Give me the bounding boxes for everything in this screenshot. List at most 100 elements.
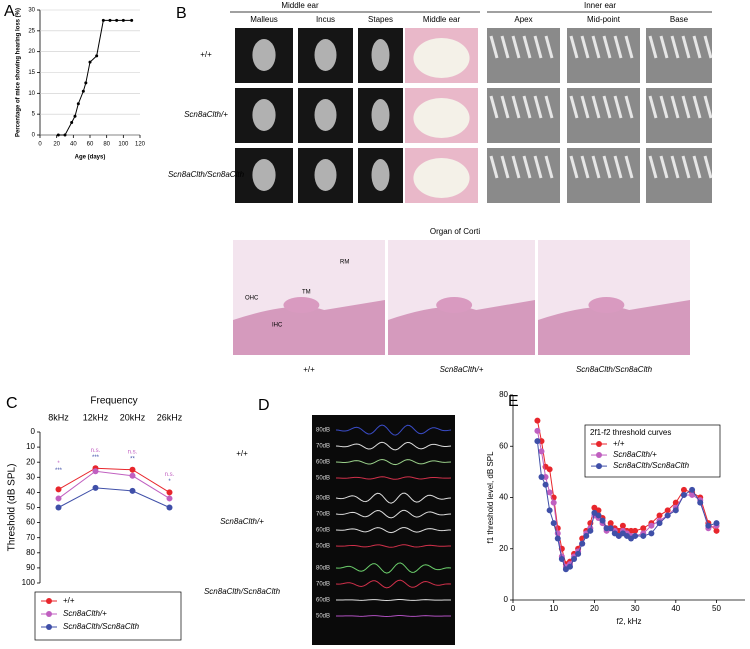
data-point [166, 495, 173, 502]
y-tick-label: 70 [26, 533, 35, 542]
data-point [599, 517, 606, 524]
hair-cell-row [681, 95, 691, 119]
y-tick-label: 100 [22, 578, 36, 587]
hair-cell-row [613, 35, 623, 59]
hair-cell-row [500, 155, 510, 179]
panel-letter: A [4, 3, 15, 20]
hair-cell-row [613, 155, 623, 179]
corti-label: IHC [272, 323, 283, 329]
group-header: Inner ear [584, 1, 616, 10]
hair-cell-row [591, 155, 601, 179]
legend-marker [596, 441, 602, 447]
corti-caption: Scn8aClth/+ [440, 365, 484, 374]
data-point [664, 507, 671, 514]
hair-cell-row [591, 95, 601, 119]
hair-cell-row [670, 155, 680, 179]
data-point [680, 491, 687, 498]
hair-cell-row [692, 155, 702, 179]
y-tick-label: 10 [28, 91, 35, 97]
y-tick-label: 30 [28, 8, 35, 14]
abr-level: 70dB [316, 512, 330, 518]
bone-shape [252, 99, 276, 131]
abr-genotype: +/+ [236, 449, 248, 458]
hair-cell-row [522, 155, 532, 179]
legend-marker [46, 624, 52, 630]
legend-label: Scn8aClth/Scn8aClth [613, 461, 690, 470]
hair-cell-row [624, 95, 634, 119]
data-point [554, 535, 561, 542]
tissue [233, 300, 385, 355]
hair-cell-row [533, 35, 543, 59]
significance: n.s. [165, 472, 175, 478]
data-point [550, 499, 557, 506]
significance: * [168, 479, 171, 485]
data-point [583, 532, 590, 539]
data-point [640, 532, 647, 539]
bone-shape [314, 99, 337, 131]
data-point [130, 18, 134, 22]
abr-trace [335, 599, 452, 601]
y-tick-label: 30 [26, 472, 35, 481]
column-header: Apex [514, 15, 532, 24]
hair-cell-row [569, 95, 579, 119]
data-point [713, 527, 720, 534]
data-point [550, 520, 557, 527]
hair-cell-row [602, 155, 612, 179]
data-point [713, 520, 720, 527]
hair-cell-row [602, 35, 612, 59]
legend-label: Scn8aClth/Scn8aClth [63, 622, 140, 631]
x-axis-title: f2, kHz [617, 617, 642, 626]
data-point [632, 527, 639, 534]
hair-cell-row [703, 95, 713, 119]
hair-cell-row [648, 155, 658, 179]
data-point [619, 522, 626, 529]
y-tick-label: 0 [32, 133, 36, 139]
hair-cell-row [511, 155, 521, 179]
bone-shape [252, 39, 276, 71]
hair-cell-row [670, 95, 680, 119]
abr-trace [335, 441, 452, 451]
ear-cavity [413, 158, 470, 198]
hair-cell-row [569, 155, 579, 179]
abr-trace [335, 424, 452, 436]
significance: * [57, 461, 60, 467]
abr-level: 60dB [316, 460, 330, 466]
data-point [108, 18, 112, 22]
bone-shape [314, 159, 337, 191]
legend-marker [46, 611, 52, 617]
bone-shape [371, 99, 390, 131]
data-point [632, 532, 639, 539]
group-header: Middle ear [281, 1, 319, 10]
tissue [538, 300, 690, 355]
hair-cell-row [569, 35, 579, 59]
hair-cell-row [544, 35, 554, 59]
data-point [705, 522, 712, 529]
data-point [95, 54, 99, 58]
abr-trace [335, 579, 452, 589]
abr-level: 70dB [316, 582, 330, 588]
x-tick-label: 0 [511, 604, 516, 613]
ear-cavity [413, 98, 470, 138]
panel-letter: C [6, 395, 18, 412]
data-point [656, 520, 663, 527]
data-point [607, 520, 614, 527]
x-tick-label: 50 [712, 604, 721, 613]
column-header: Middle ear [423, 15, 461, 24]
abr-level: 60dB [316, 528, 330, 534]
hair-cell-row [511, 35, 521, 59]
y-axis-title: Percentage of mice showing hearing loss … [16, 8, 22, 137]
data-point [92, 468, 99, 475]
x-tick-label: 30 [631, 604, 640, 613]
y-axis-title: Threshold (dB SPL) [7, 464, 18, 552]
corti-label: TM [302, 290, 311, 296]
tectorial [588, 297, 625, 313]
hair-cell-row [624, 35, 634, 59]
legend-title: 2f1-f2 threshold curves [590, 428, 671, 437]
y-tick-label: 80 [26, 548, 35, 557]
data-point [648, 522, 655, 529]
hair-cell-row [602, 95, 612, 119]
hair-cell-row [533, 95, 543, 119]
y-tick-label: 60 [499, 441, 508, 450]
significance: ** [130, 456, 135, 462]
data-point [607, 525, 614, 532]
